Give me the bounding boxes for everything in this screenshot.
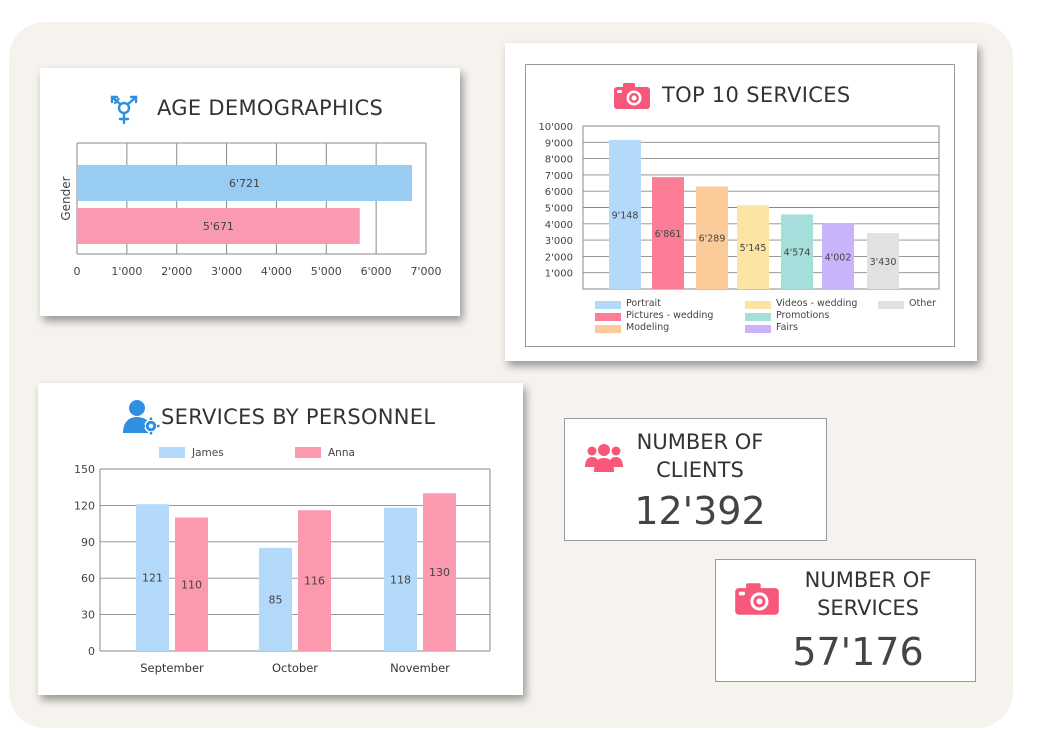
legend-swatch [745, 325, 771, 333]
people-group-icon [585, 444, 623, 472]
bar [384, 507, 417, 651]
x-tick-label: 2'000 [161, 265, 192, 278]
services-personnel-title: SERVICES BY PERSONNEL [161, 405, 436, 429]
legend-label: Portrait [626, 298, 661, 309]
data-label: 121 [142, 572, 163, 585]
legend-swatch [295, 447, 321, 458]
y-axis-label: Gender [59, 176, 73, 220]
data-label: 110 [181, 578, 202, 591]
y-tick-label: 4'000 [545, 220, 573, 231]
x-tick-label: 0 [74, 265, 81, 278]
legend-label: Pictures - wedding [626, 310, 714, 321]
clients-value: 12'392 [634, 489, 766, 533]
services-personnel-card: SERVICES BY PERSONNEL 0 30 60 90 120 150 121 11… [38, 383, 523, 695]
bar [696, 186, 728, 289]
bar [867, 233, 899, 289]
y-tick-label: 5'000 [545, 204, 573, 215]
y-tick-label: 60 [81, 572, 95, 585]
y-tick-label: 3'000 [545, 236, 573, 247]
y-tick-label: 7'000 [545, 171, 573, 182]
legend-label: Other [909, 298, 936, 309]
top-services-card: TOP 10 SERVICES 1'000 2'000 3'000 4'000 5'00… [505, 43, 977, 361]
y-tick-label: 6'000 [545, 187, 573, 198]
x-tick-label: 4'000 [261, 265, 292, 278]
data-label: 4'574 [784, 248, 811, 259]
data-label: 6'861 [655, 229, 682, 240]
clients-label: NUMBER OF CLIENTS [636, 430, 764, 482]
legend-swatch [878, 301, 904, 309]
y-tick-label: 2'000 [545, 252, 573, 263]
services-personnel-chart: 0 30 60 90 120 150 121 110 September 85 116 October… [74, 447, 491, 675]
data-label: 5'671 [203, 220, 234, 233]
y-tick-label: 150 [74, 463, 95, 476]
legend-label: Videos - wedding [776, 298, 858, 309]
legend-swatch [595, 301, 621, 309]
bar [652, 177, 684, 289]
bar [423, 493, 456, 651]
age-demographics-chart: 0 1'000 2'000 3'000 4'000 5'000 6'000 7'000 6'72… [59, 142, 442, 278]
legend-label: Anna [328, 447, 355, 459]
legend-swatch [595, 325, 621, 333]
age-demographics-card: AGE DEMOGRAPHICS 0 1'000 2'000 3'000 4'000 5'… [40, 68, 460, 316]
services-kpi-card: NUMBER OF SERVICES 57'176 [715, 559, 976, 682]
data-label: 130 [429, 566, 450, 579]
gender-icon [110, 95, 138, 125]
y-tick-label: 0 [88, 645, 95, 658]
x-tick-label: October [272, 661, 318, 675]
services-count-value: 57'176 [792, 630, 924, 674]
x-tick-label: 6'000 [361, 265, 392, 278]
data-label: 116 [304, 575, 325, 588]
data-label: 4'002 [825, 252, 852, 263]
data-label: 6'721 [229, 177, 260, 190]
bar [175, 517, 208, 651]
y-tick-label: 1'000 [545, 269, 573, 280]
y-tick-label: 8'000 [545, 155, 573, 166]
x-tick-label: September [140, 661, 204, 675]
x-tick-label: 1'000 [111, 265, 142, 278]
legend-swatch [159, 447, 185, 458]
camera-icon [614, 83, 650, 109]
legend-label: James [191, 447, 224, 459]
x-tick-label: 5'000 [311, 265, 342, 278]
top-services-legend: Portrait Pictures - wedding Modeling Videos… [505, 43, 977, 361]
data-label: 5'145 [740, 243, 767, 254]
bar [136, 504, 169, 651]
y-tick-label: 90 [81, 536, 95, 549]
bar [609, 139, 641, 289]
legend-swatch [745, 301, 771, 309]
data-label: 9'148 [612, 210, 639, 221]
services-count-label: NUMBER OF SERVICES [804, 568, 932, 620]
bar [298, 510, 331, 651]
legend-label: Fairs [776, 322, 798, 333]
bar [77, 165, 413, 201]
y-tick-label: 30 [81, 609, 95, 622]
bar [259, 547, 292, 651]
bar [737, 205, 769, 289]
x-tick-label: 7'000 [410, 265, 441, 278]
user-gear-icon [123, 400, 160, 435]
clients-kpi-card: NUMBER OF CLIENTS 12'392 [564, 418, 827, 541]
bar [77, 208, 360, 244]
bar [781, 214, 813, 289]
y-tick-label: 9'000 [545, 138, 573, 149]
x-tick-label: 3'000 [211, 265, 242, 278]
top-services-chart: 1'000 2'000 3'000 4'000 5'000 6'000 7'000 8'000… [538, 122, 940, 290]
camera-icon [735, 583, 779, 615]
data-label: 85 [269, 593, 283, 606]
x-tick-label: November [390, 661, 450, 675]
legend-label: Promotions [776, 310, 830, 321]
legend-swatch [595, 313, 621, 321]
data-label: 3'430 [870, 257, 897, 268]
y-tick-label: 120 [74, 499, 95, 512]
y-tick-label: 10'000 [538, 122, 573, 133]
legend-label: Modeling [626, 322, 670, 333]
bar [822, 223, 854, 289]
age-demographics-title: AGE DEMOGRAPHICS [157, 96, 384, 120]
legend-swatch [745, 313, 771, 321]
top-services-frame [525, 64, 955, 347]
data-label: 6'289 [699, 234, 726, 245]
top-services-title: TOP 10 SERVICES [662, 83, 851, 107]
data-label: 118 [390, 573, 411, 586]
